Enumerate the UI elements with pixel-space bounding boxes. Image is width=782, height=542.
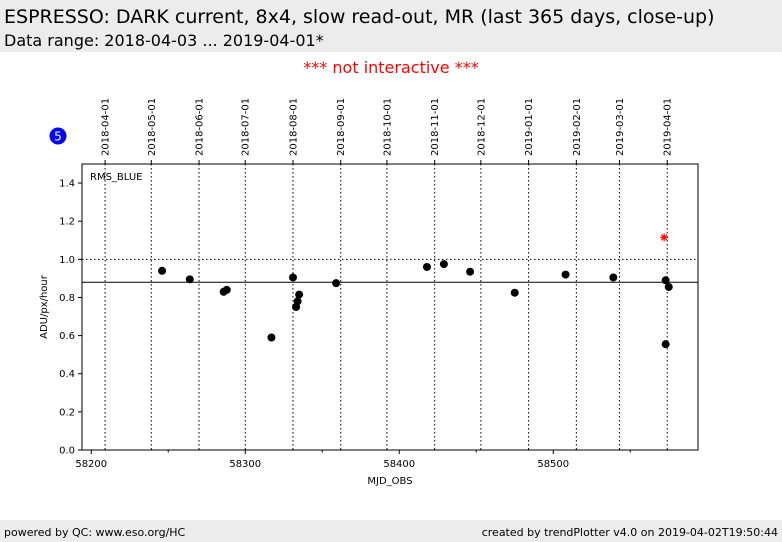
date-tick-label: 2018-12-01 [476, 98, 487, 156]
y-tick-label: 0.0 [59, 446, 75, 457]
data-point [158, 266, 167, 275]
date-tick-label: 2018-10-01 [382, 98, 393, 156]
y-tick-label: 1.4 [59, 179, 75, 190]
x-tick-label: 58500 [537, 459, 569, 470]
header-bar: ESPRESSO: DARK current, 8x4, slow read-o… [0, 0, 782, 52]
data-point [267, 333, 276, 342]
date-tick-label: 2019-02-01 [572, 98, 583, 156]
data-point [295, 290, 304, 299]
data-point [510, 288, 519, 297]
footer-created-by: created by trendPlotter v4.0 on 2019-04-… [481, 526, 778, 539]
data-point [466, 267, 475, 276]
data-point [561, 270, 570, 279]
y-tick-label: 0.8 [59, 293, 75, 304]
data-point [422, 262, 431, 271]
highlight-point [660, 233, 669, 242]
not-interactive-notice: *** not interactive *** [303, 58, 479, 77]
date-tick-label: 2018-05-01 [147, 98, 158, 156]
y-axis: 0.0 0.2 0.4 0.6 0.8 1.0 1.2 1.4 [59, 179, 82, 457]
page-title: ESPRESSO: DARK current, 8x4, slow read-o… [4, 6, 715, 28]
y-tick-label: 0.4 [59, 369, 75, 380]
y-tick-label: 1.2 [59, 217, 75, 228]
data-point [332, 279, 341, 288]
y-tick-label: 0.6 [59, 331, 75, 342]
date-tick-label: 2018-06-01 [195, 98, 206, 156]
data-point [288, 273, 297, 282]
x-axis: 58200 58300 58400 58500 [75, 450, 631, 470]
date-tick-label: 2018-08-01 [288, 98, 299, 156]
plot-number: 5 [54, 130, 62, 144]
date-tick-label: 2019-01-01 [524, 98, 535, 156]
footer-powered-by: powered by QC: www.eso.org/HC [4, 526, 186, 539]
date-tick-label: 2018-11-01 [430, 98, 441, 156]
y-axis-label: ADU/px/hour [39, 274, 50, 339]
x-axis-label: MJD_OBS [367, 476, 412, 487]
date-tick-label: 2018-09-01 [336, 98, 347, 156]
date-tick-label: 2018-04-01 [101, 98, 112, 156]
data-point [293, 297, 302, 306]
date-axis: 2018-04-01 2018-05-01 2018-06-01 2018-07-01… [101, 98, 674, 164]
data-point [185, 275, 194, 284]
data-point [609, 273, 618, 282]
plot-frame [81, 163, 699, 451]
date-tick-label: 2018-07-01 [241, 98, 252, 156]
x-tick-label: 58300 [229, 459, 261, 470]
date-tick-label: 2019-04-01 [663, 98, 674, 156]
data-point [439, 260, 448, 269]
grid-lines [104, 164, 668, 450]
plot-number-badge [49, 127, 67, 145]
panel-label: RMS_BLUE [90, 172, 143, 183]
data-point [222, 285, 231, 294]
data-points [158, 233, 673, 349]
date-tick-label: 2019-03-01 [615, 98, 626, 156]
data-point [661, 276, 670, 285]
y-tick-label: 1.0 [59, 255, 75, 266]
reference-lines [82, 258, 698, 283]
data-point [664, 282, 673, 291]
footer-bar: powered by QC: www.eso.org/HC created by… [0, 520, 782, 542]
x-tick-label: 58400 [383, 459, 415, 470]
data-point [661, 340, 670, 349]
y-tick-label: 0.2 [59, 407, 75, 418]
x-tick-label: 58200 [75, 459, 107, 470]
data-range-subtitle: Data range: 2018-04-03 ... 2019-04-01* [4, 31, 324, 50]
